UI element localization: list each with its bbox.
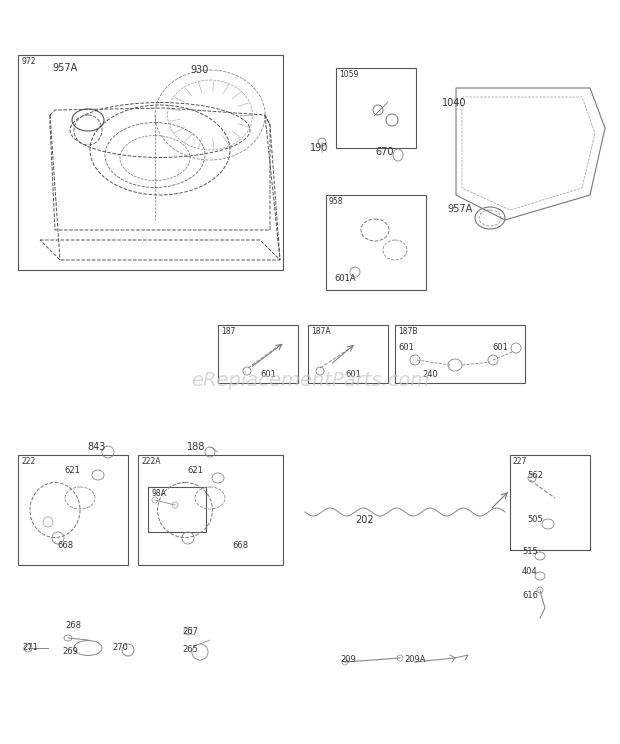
Text: 267: 267 [182, 627, 198, 637]
Text: 187B: 187B [398, 327, 417, 336]
Text: 621: 621 [64, 466, 80, 475]
Text: 505: 505 [527, 516, 543, 525]
Text: eReplacementParts.com: eReplacementParts.com [191, 371, 429, 390]
Text: 222A: 222A [141, 457, 161, 466]
Text: 271: 271 [22, 644, 38, 652]
Text: 972: 972 [21, 57, 35, 66]
Text: 187A: 187A [311, 327, 330, 336]
Text: 670: 670 [376, 147, 394, 157]
Text: 957A: 957A [448, 204, 472, 214]
Text: 187: 187 [221, 327, 236, 336]
Text: 601: 601 [260, 370, 276, 379]
Text: 616: 616 [522, 591, 538, 600]
Text: 601: 601 [345, 370, 361, 379]
Text: 209A: 209A [404, 655, 426, 664]
Text: 270: 270 [112, 644, 128, 652]
Text: 601: 601 [492, 342, 508, 351]
Text: 268: 268 [65, 620, 81, 629]
Text: 269: 269 [62, 647, 78, 655]
Text: 930: 930 [191, 65, 209, 75]
Text: 98A: 98A [151, 489, 166, 498]
Text: 265: 265 [182, 646, 198, 655]
Text: 190: 190 [310, 143, 328, 153]
Text: 601: 601 [398, 342, 414, 351]
Text: 957A: 957A [52, 63, 78, 73]
Text: 562: 562 [527, 470, 543, 479]
Text: 188: 188 [187, 442, 205, 452]
Text: 958: 958 [329, 197, 343, 206]
Text: 601A: 601A [334, 274, 356, 283]
Text: 621: 621 [187, 466, 203, 475]
Text: 668: 668 [232, 540, 248, 550]
Text: 843: 843 [88, 442, 106, 452]
Text: 1040: 1040 [441, 98, 466, 108]
Text: 209: 209 [340, 655, 356, 664]
Text: 240: 240 [422, 370, 438, 379]
Text: 202: 202 [356, 515, 374, 525]
Text: 227: 227 [513, 457, 528, 466]
Text: 515: 515 [522, 548, 538, 557]
Text: 404: 404 [522, 568, 538, 577]
Text: 222: 222 [21, 457, 35, 466]
Text: 668: 668 [57, 540, 73, 550]
Text: 1059: 1059 [339, 70, 358, 79]
